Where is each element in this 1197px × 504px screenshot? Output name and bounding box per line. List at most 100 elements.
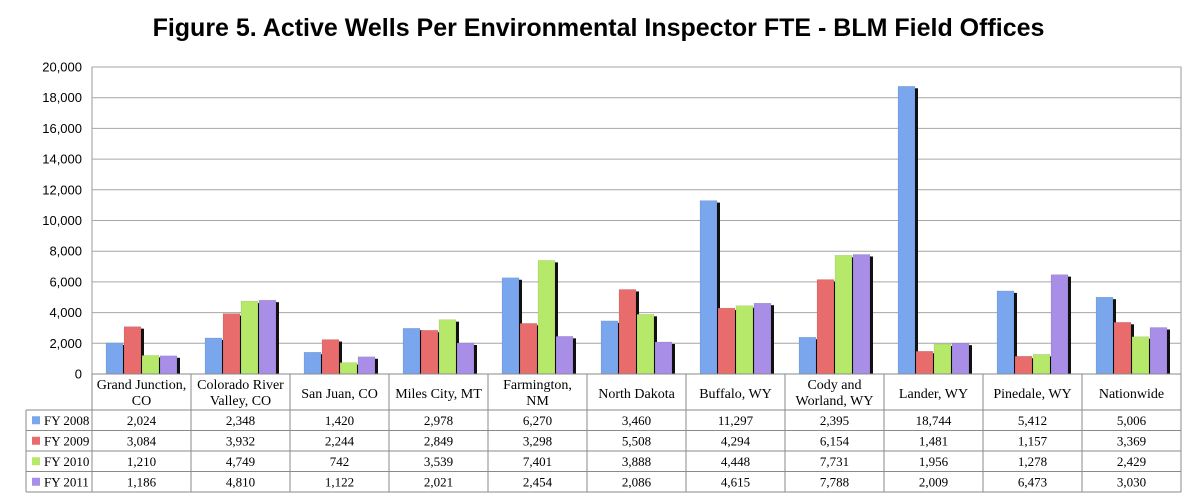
bar [753, 302, 772, 375]
data-label: 4,294 [721, 433, 751, 448]
data-label: 2,978 [424, 413, 453, 428]
bar [159, 355, 178, 375]
data-label: 3,298 [523, 433, 552, 448]
bar [1050, 274, 1069, 375]
bar [438, 319, 457, 375]
series-name: FY 2009 [44, 433, 89, 448]
y-tick-label: 18,000 [42, 90, 82, 105]
data-label: 742 [330, 454, 350, 469]
y-tick-label: 4,000 [49, 305, 82, 320]
legend-key [32, 416, 40, 425]
bar [321, 339, 340, 375]
bar [105, 342, 124, 375]
bar [420, 330, 439, 375]
bar [1014, 355, 1033, 375]
bar [303, 351, 322, 375]
bar [123, 326, 142, 375]
x-category-label: Cody and [807, 378, 861, 393]
bar [204, 337, 223, 375]
series-name: FY 2011 [44, 474, 89, 489]
x-category-label: Nationwide [1099, 387, 1164, 402]
x-category-label: Pinedale, WY [993, 387, 1071, 402]
bar [915, 351, 934, 375]
data-label: 6,154 [820, 433, 850, 448]
bar [834, 255, 853, 375]
x-category-label: North Dakota [598, 387, 675, 402]
data-label: 2,086 [622, 474, 652, 489]
chart-title: Figure 5. Active Wells Per Environmental… [152, 14, 1045, 42]
bar [555, 336, 574, 375]
data-label: 4,749 [226, 454, 255, 469]
bar [240, 300, 259, 375]
data-label: 2,009 [919, 474, 948, 489]
data-label: 1,956 [919, 454, 949, 469]
x-category-label: Valley, CO [210, 394, 271, 409]
series-name: FY 2010 [44, 454, 89, 469]
data-label: 3,369 [1117, 433, 1146, 448]
x-category-label: Lander, WY [899, 387, 968, 402]
data-label: 2,429 [1117, 454, 1146, 469]
data-label: 2,244 [325, 433, 355, 448]
y-tick-label: 2,000 [49, 336, 82, 351]
series-name: FY 2008 [44, 413, 89, 428]
bar [222, 313, 241, 375]
bar [357, 356, 376, 375]
y-tick-label: 8,000 [49, 244, 82, 259]
bar [258, 299, 277, 375]
legend-key [32, 436, 40, 445]
data-label: 1,481 [919, 433, 948, 448]
bar [636, 314, 655, 375]
data-label: 6,270 [523, 413, 552, 428]
y-tick-label: 20,000 [42, 60, 82, 75]
bar [933, 343, 952, 375]
bar [402, 328, 421, 375]
bar [618, 289, 637, 375]
data-label: 11,297 [718, 413, 754, 428]
bar [996, 290, 1015, 375]
x-category-label: Grand Junction, [97, 378, 186, 393]
y-tick-label: 10,000 [42, 213, 82, 228]
bar [654, 341, 673, 375]
data-label: 5,508 [622, 433, 651, 448]
y-tick-label: 16,000 [42, 121, 82, 136]
data-label: 4,615 [721, 474, 750, 489]
bar [717, 307, 736, 375]
bar [897, 86, 916, 375]
data-label: 3,539 [424, 454, 453, 469]
data-label: 7,788 [820, 474, 849, 489]
data-label: 5,412 [1018, 413, 1047, 428]
bar [798, 336, 817, 375]
data-label: 1,278 [1018, 454, 1047, 469]
data-label: 4,810 [226, 474, 255, 489]
x-category-label: Miles City, MT [395, 387, 482, 402]
data-label: 3,030 [1117, 474, 1146, 489]
data-label: 3,460 [622, 413, 651, 428]
x-category-label: Colorado River [197, 378, 284, 393]
bar [141, 355, 160, 375]
data-label: 3,084 [127, 433, 157, 448]
data-label: 3,932 [226, 433, 255, 448]
x-category-label: NM [526, 394, 549, 409]
data-label: 2,024 [127, 413, 157, 428]
data-label: 7,731 [820, 454, 849, 469]
data-label: 1,420 [325, 413, 354, 428]
legend-key [32, 457, 40, 466]
data-label: 2,454 [523, 474, 553, 489]
data-label: 1,186 [127, 474, 157, 489]
data-label: 1,122 [325, 474, 354, 489]
bar [1149, 327, 1168, 375]
bar [735, 305, 754, 375]
x-category-label: CO [132, 394, 151, 409]
data-label: 7,401 [523, 454, 552, 469]
data-label: 5,006 [1117, 413, 1147, 428]
bar [1113, 322, 1132, 375]
data-label: 1,157 [1018, 433, 1048, 448]
y-tick-label: 0 [75, 367, 82, 382]
bar [537, 260, 556, 375]
x-category-label: Worland, WY [796, 394, 874, 409]
bar [339, 362, 358, 375]
data-label: 18,744 [916, 413, 952, 428]
bar [456, 342, 475, 375]
